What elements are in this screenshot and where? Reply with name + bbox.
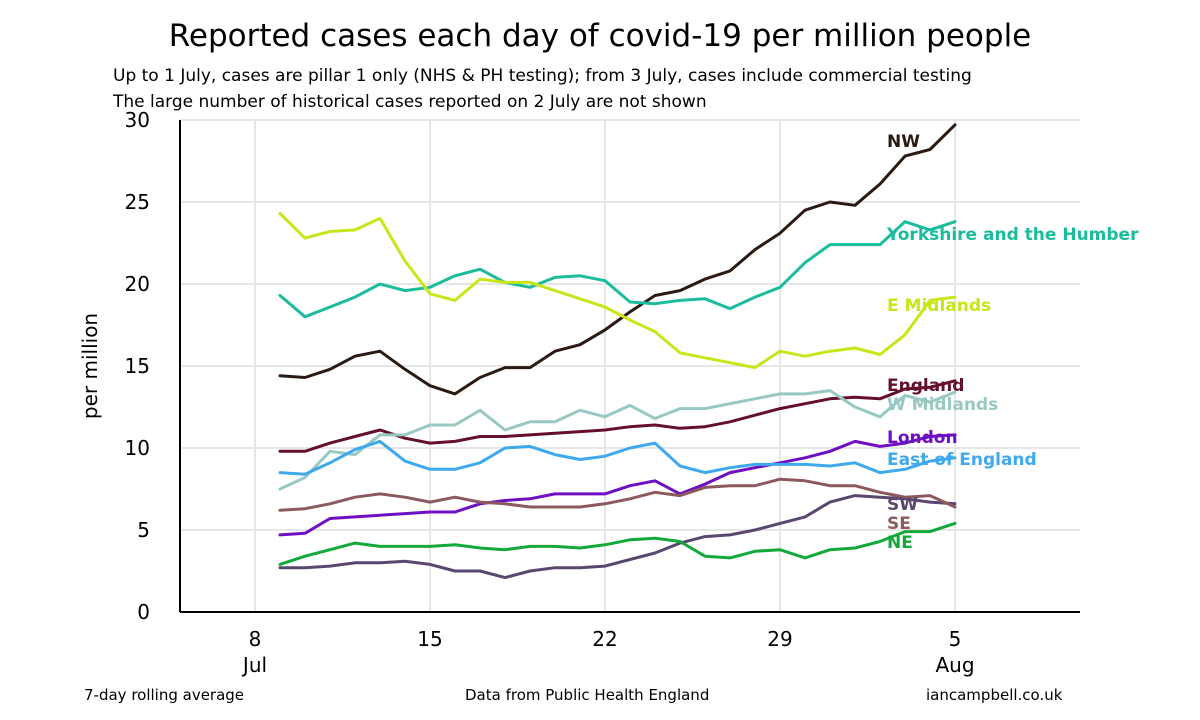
series-line-yorkshire-and-the-humber bbox=[278, 220, 957, 319]
x-tick-label: 8 bbox=[249, 627, 262, 651]
y-tick-label: 5 bbox=[137, 518, 150, 542]
series-label-ne: NE bbox=[887, 533, 913, 553]
y-tick-label: 0 bbox=[137, 600, 150, 624]
series-lines bbox=[278, 123, 957, 580]
chart-title: Reported cases each day of covid-19 per … bbox=[168, 18, 1032, 54]
footer-credit: iancampbell.co.uk bbox=[926, 686, 1063, 704]
y-axis-label: per million bbox=[78, 313, 102, 419]
series-line-sw bbox=[278, 494, 957, 580]
x-tick-sublabel: Aug bbox=[935, 653, 974, 677]
footer-source: Data from Public Health England bbox=[465, 686, 710, 704]
series-label-england: England bbox=[887, 376, 964, 396]
chart-subtitle-1: Up to 1 July, cases are pillar 1 only (N… bbox=[113, 66, 972, 86]
series-label-yorkshire-and-the-humber: Yorkshire and the Humber bbox=[886, 225, 1139, 245]
y-tick-label: 15 bbox=[125, 354, 150, 378]
y-tick-label: 25 bbox=[125, 190, 150, 214]
grid-lines bbox=[180, 119, 1080, 612]
series-line-e-midlands bbox=[278, 212, 957, 370]
x-tick-sublabel: Jul bbox=[241, 653, 267, 677]
series-label-e-midlands: E Midlands bbox=[887, 296, 991, 316]
series-line-ne bbox=[278, 521, 957, 566]
footer-note: 7-day rolling average bbox=[84, 686, 245, 704]
y-tick-label: 20 bbox=[125, 272, 150, 296]
y-tick-label: 10 bbox=[125, 436, 150, 460]
series-line-east-of-england bbox=[278, 439, 957, 476]
series-labels: NW Yorkshire and the Humber E Midlands Engl… bbox=[886, 132, 1139, 553]
series-label-se: SE bbox=[887, 514, 911, 534]
chart-subtitle-2: The large number of historical cases rep… bbox=[113, 92, 707, 112]
series-label-london: London bbox=[887, 428, 958, 448]
x-tick-label: 29 bbox=[767, 627, 792, 651]
series-label-east-of-england: East of England bbox=[887, 450, 1037, 470]
y-tick-label: 30 bbox=[125, 108, 150, 132]
x-tick-label: 15 bbox=[417, 627, 442, 651]
x-tick-label: 22 bbox=[592, 627, 617, 651]
series-line-nw bbox=[278, 123, 957, 396]
series-line-se bbox=[278, 477, 957, 512]
series-label-nw: NW bbox=[887, 132, 920, 152]
axes bbox=[179, 120, 1080, 613]
series-line-w-midlands bbox=[278, 389, 957, 491]
series-label-w-midlands: W Midlands bbox=[887, 395, 998, 415]
series-label-sw: SW bbox=[887, 495, 918, 515]
series-line-london bbox=[278, 433, 957, 537]
x-tick-label: 5 bbox=[949, 627, 962, 651]
